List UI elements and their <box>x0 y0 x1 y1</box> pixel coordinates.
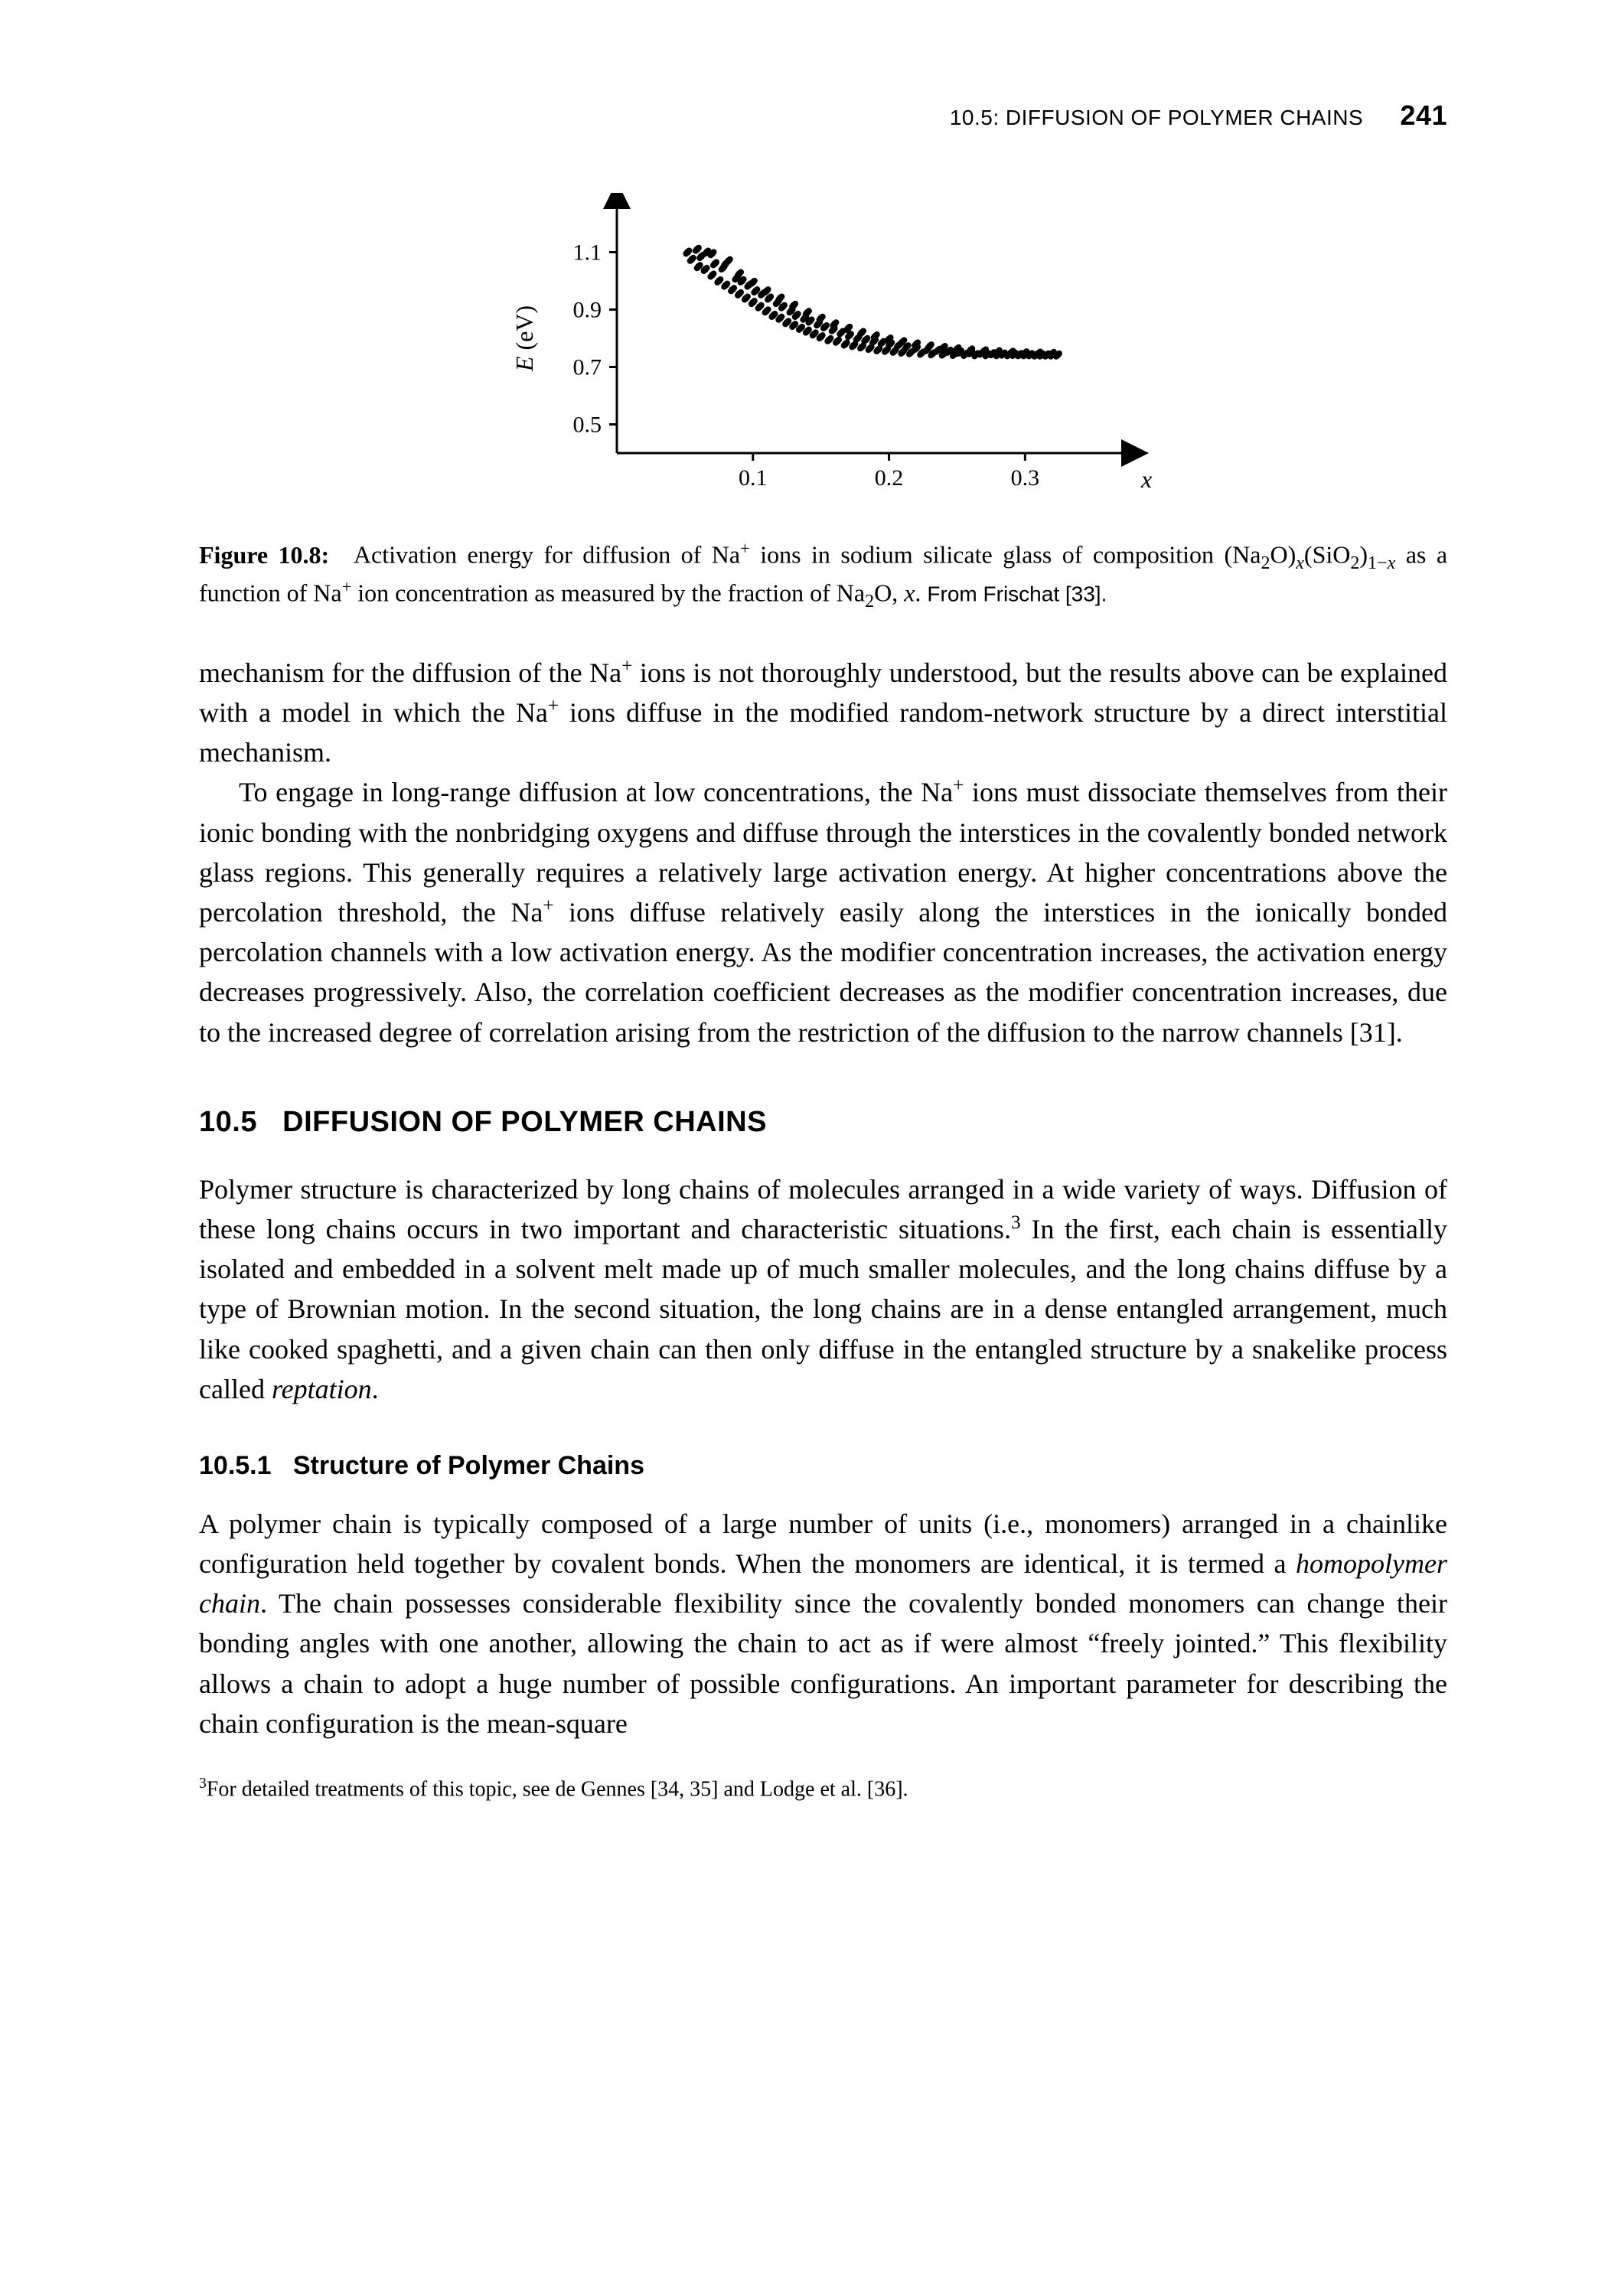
svg-text:x: x <box>1140 465 1152 493</box>
caption-text: (SiO <box>1304 541 1350 569</box>
sup-plus: + <box>543 895 553 916</box>
header-section: 10.5: DIFFUSION OF POLYMER CHAINS <box>950 106 1363 129</box>
svg-text:0.5: 0.5 <box>572 413 602 438</box>
caption-text: ) <box>1359 541 1368 569</box>
body-paragraph: To engage in long-range diffusion at low… <box>199 772 1447 1052</box>
svg-text:1.1: 1.1 <box>572 240 602 266</box>
paragraph-text: A polymer chain is typically composed of… <box>199 1508 1447 1579</box>
subsection-title: Structure of Polymer Chains <box>293 1451 644 1480</box>
caption-sup: + <box>342 577 352 596</box>
caption-text: O) <box>1270 541 1296 569</box>
caption-citation: From Frischat [33]. <box>927 582 1107 606</box>
svg-text:0.7: 0.7 <box>572 355 602 380</box>
paragraph-text: . <box>372 1374 379 1404</box>
caption-text: Activation energy for diffusion of Na <box>354 541 740 569</box>
figure-label: Figure 10.8: <box>199 541 329 569</box>
page: 10.5: DIFFUSION OF POLYMER CHAINS 241 0.… <box>0 0 1608 2296</box>
caption-sub: 2 <box>865 592 874 612</box>
body-paragraph: Polymer structure is characterized by lo… <box>199 1169 1447 1409</box>
paragraph-text: reptation <box>272 1374 372 1404</box>
section-title: DIFFUSION OF POLYMER CHAINS <box>282 1106 767 1138</box>
svg-text:0.9: 0.9 <box>572 298 602 323</box>
paragraph-text: To engage in long-range diffusion at low… <box>239 777 953 807</box>
caption-sup: + <box>740 539 750 558</box>
caption-sub: 2 <box>1261 553 1270 573</box>
svg-text:0.3: 0.3 <box>1010 465 1039 491</box>
figure-10-8: 0.5 0.7 0.9 1.1 0.1 0.2 0.3 E (eV) x <box>199 193 1447 514</box>
caption-text: ions in sodium silicate glass of composi… <box>750 541 1261 569</box>
footnote-marker: 3 <box>199 1776 207 1792</box>
caption-sub: 1−x <box>1368 553 1395 573</box>
svg-text:0.1: 0.1 <box>739 465 768 491</box>
page-number: 241 <box>1400 99 1447 131</box>
caption-text: . <box>915 579 927 607</box>
figure-caption: Figure 10.8: Activation energy for diffu… <box>199 537 1447 615</box>
running-header: 10.5: DIFFUSION OF POLYMER CHAINS 241 <box>199 99 1447 132</box>
caption-text: x <box>904 579 915 607</box>
caption-text: ion concentration as measured by the fra… <box>351 579 865 607</box>
caption-text: O, <box>874 579 904 607</box>
sup-plus: + <box>621 656 632 677</box>
footnote: 3For detailed treatments of this topic, … <box>199 1774 1447 1804</box>
paragraph-text: mechanism for the diffusion of the Na <box>199 657 621 688</box>
caption-sub: 2 <box>1350 553 1359 573</box>
body-paragraph: mechanism for the diffusion of the Na+ i… <box>199 653 1447 773</box>
subsection-heading: 10.5.1 Structure of Polymer Chains <box>199 1451 1447 1481</box>
footnote-text: For detailed treatments of this topic, s… <box>207 1777 908 1801</box>
figure-svg: 0.5 0.7 0.9 1.1 0.1 0.2 0.3 E (eV) x <box>487 193 1160 514</box>
caption-sub: x <box>1296 553 1304 573</box>
sup-plus: + <box>953 775 964 796</box>
paragraph-text: . The chain possesses considerable flexi… <box>199 1588 1447 1739</box>
section-heading: 10.5 DIFFUSION OF POLYMER CHAINS <box>199 1106 1447 1139</box>
subsection-number: 10.5.1 <box>199 1451 272 1480</box>
sup-plus: + <box>548 696 559 716</box>
svg-text:E (eV): E (eV) <box>510 305 538 372</box>
footnote-marker: 3 <box>1011 1212 1021 1233</box>
body-paragraph: A polymer chain is typically composed of… <box>199 1504 1447 1743</box>
section-number: 10.5 <box>199 1106 257 1138</box>
svg-text:0.2: 0.2 <box>874 465 903 491</box>
